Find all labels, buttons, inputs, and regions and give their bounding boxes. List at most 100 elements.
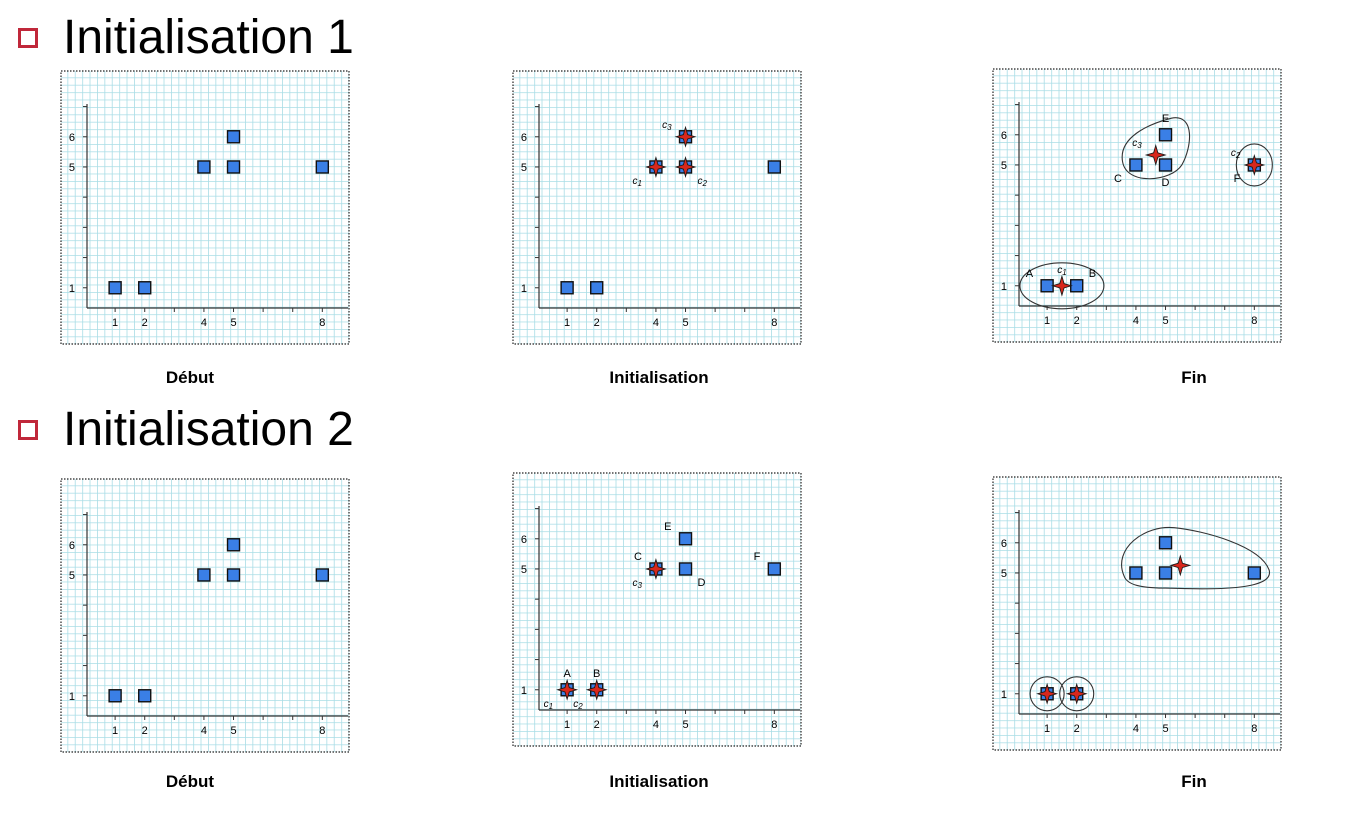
point-label: B [593, 668, 600, 680]
scatter-plot: 1 2 4 5 8 1 5 6 [60, 70, 350, 345]
data-point [226, 130, 241, 144]
y-tick-label: 5 [1001, 160, 1007, 172]
data-point [1158, 566, 1173, 580]
y-tick-label: 1 [521, 283, 527, 295]
data-point [767, 562, 782, 576]
scatter-panel-debut-1: 1 2 4 5 8 1 5 6 [60, 70, 350, 345]
data-point [678, 532, 693, 546]
centroid-label-subscript: 2 [1235, 151, 1241, 160]
data-point [1158, 128, 1173, 142]
cluster-outline [1029, 676, 1065, 712]
data-point [315, 160, 330, 174]
centroid-label: c1 [632, 176, 641, 188]
y-tick-label: 5 [521, 162, 527, 174]
x-tick-label: 1 [564, 719, 570, 731]
data-point [108, 689, 122, 703]
clusters [1019, 117, 1273, 310]
x-tick-label: 5 [682, 719, 688, 731]
x-tick-label: 2 [1074, 315, 1080, 327]
section-title-text: Initialisation 2 [63, 403, 354, 456]
centroid-label: c1 [544, 699, 553, 711]
x-tick-label: 8 [319, 317, 325, 329]
centroid-label-subscript: 1 [549, 702, 553, 711]
panel-border [60, 70, 350, 345]
panel-border [992, 476, 1282, 751]
centroid-label: c3 [632, 578, 642, 590]
grid-background [993, 477, 1281, 750]
data-points [108, 538, 330, 703]
centroid-label: c2 [1231, 148, 1241, 160]
x-tick-label: 2 [142, 725, 148, 737]
y-tick-label: 1 [521, 685, 527, 697]
x-tick-label: 5 [230, 317, 236, 329]
centroid-star [1053, 277, 1070, 294]
point-label: F [754, 551, 761, 563]
y-tick-label: 6 [521, 534, 527, 546]
centroid-label: c3 [662, 120, 672, 132]
centroids: c1 c2 c3 [544, 557, 667, 711]
centroid-label: c2 [573, 699, 583, 711]
point-label: D [1162, 177, 1170, 189]
section-title-2: Initialisation 2 [18, 406, 354, 454]
y-tick-label: 1 [69, 283, 75, 295]
point-labels: A B C D E F [563, 521, 760, 680]
x-tick-label: 4 [653, 719, 659, 731]
centroids: c1 c2 c3 [632, 120, 707, 188]
x-tick-label: 8 [771, 719, 777, 731]
section-title-1: Initialisation 1 [18, 14, 354, 62]
scatter-plot: 1 2 4 5 8 1 5 6 c1 c2 c3 [512, 70, 802, 345]
x-tick-label: 2 [1074, 723, 1080, 735]
point-label: E [664, 521, 671, 533]
data-point [590, 281, 604, 295]
x-tick-label: 5 [1162, 315, 1168, 327]
centroid-star [677, 158, 694, 175]
y-tick-label: 5 [69, 570, 75, 582]
x-tick-label: 8 [1251, 315, 1257, 327]
cluster-outline [1235, 143, 1273, 187]
point-label: C [1114, 173, 1122, 185]
centroid-label-subscript: 1 [637, 179, 641, 188]
point-labels: A B C D E F [1026, 113, 1241, 280]
cluster-outline [1121, 117, 1191, 180]
panel-border [60, 478, 350, 753]
centroid-star [559, 681, 576, 698]
x-tick-label: 2 [594, 719, 600, 731]
y-tick-label: 5 [69, 162, 75, 174]
panel-caption: Fin [1181, 368, 1207, 387]
panel-caption: Fin [1181, 772, 1207, 791]
scatter-panel-fin-2: 1 2 4 5 8 1 5 6 [992, 476, 1282, 751]
clusters [1029, 527, 1270, 712]
centroid-label-subscript: 1 [1062, 268, 1066, 277]
x-tick-label: 4 [1133, 723, 1139, 735]
data-point [678, 562, 693, 576]
bullet-icon [18, 28, 38, 48]
y-tick-label: 6 [1001, 538, 1007, 550]
x-tick-label: 8 [1251, 723, 1257, 735]
x-tick-label: 2 [594, 317, 600, 329]
y-tick-label: 5 [521, 564, 527, 576]
y-tick-label: 6 [1001, 130, 1007, 142]
panel-caption: Début [165, 368, 215, 387]
y-tick-label: 1 [1001, 281, 1007, 293]
centroid-star [1068, 685, 1085, 702]
x-tick-label: 1 [1044, 723, 1050, 735]
x-tick-label: 5 [230, 725, 236, 737]
grid-background [993, 69, 1281, 342]
centroid-star [588, 681, 605, 698]
centroid-label: c1 [1057, 265, 1066, 277]
data-point [1247, 566, 1262, 580]
x-tick-label: 4 [201, 725, 207, 737]
centroids [1036, 554, 1192, 705]
x-tick-label: 5 [1162, 723, 1168, 735]
centroid-label-subscript: 2 [577, 702, 583, 711]
data-points [108, 130, 330, 295]
centroid-label: c2 [698, 176, 708, 188]
scatter-panel-initialisation-1: 1 2 4 5 8 1 5 6 c1 c2 c3 [512, 70, 802, 345]
